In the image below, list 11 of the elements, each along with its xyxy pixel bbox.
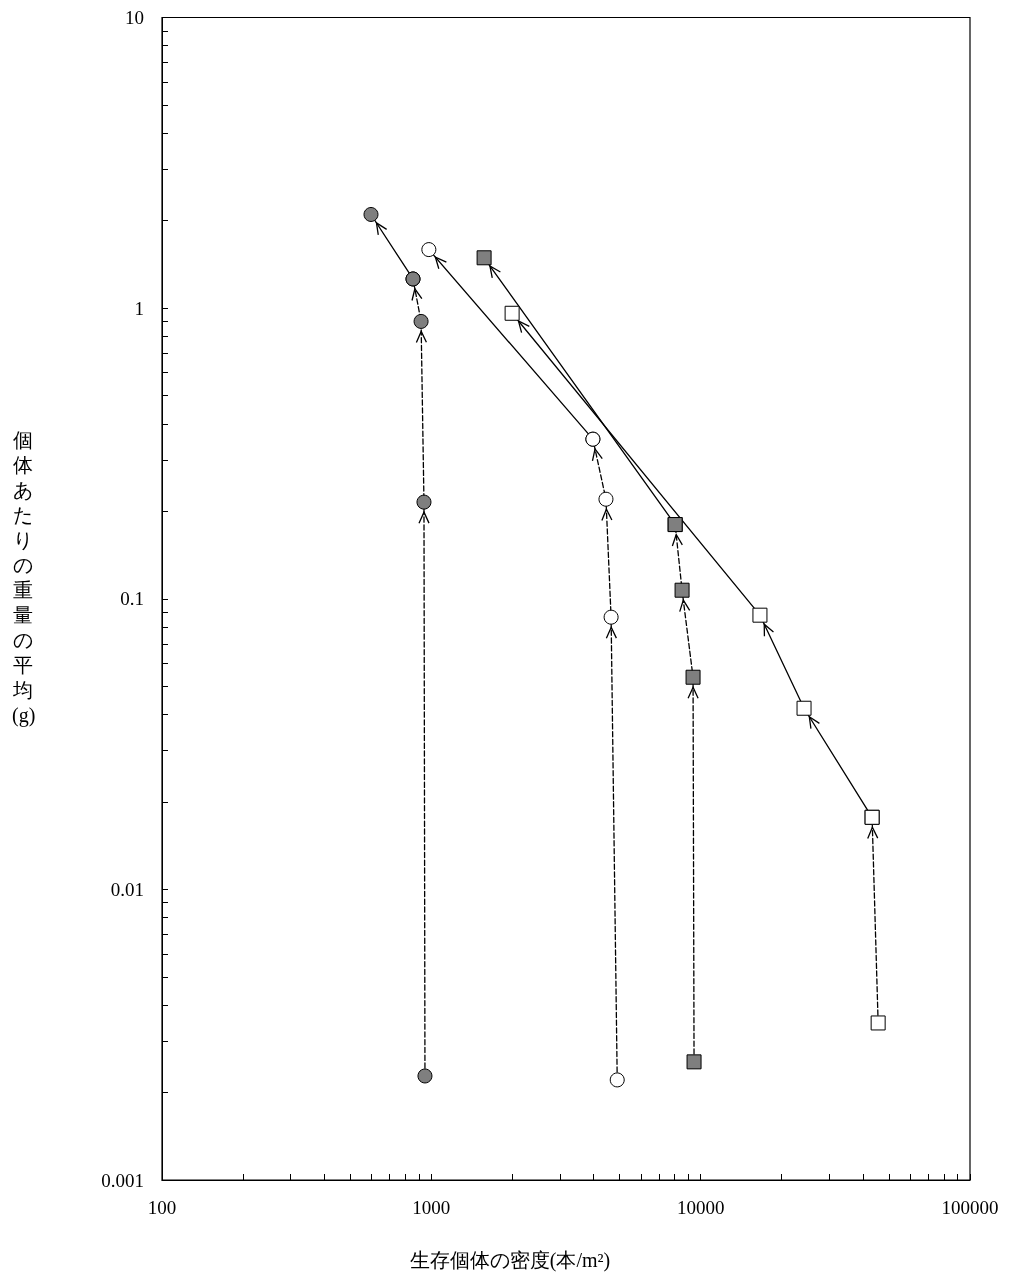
y-tick-label: 0.001 — [101, 1169, 144, 1191]
y-tick-label: 1 — [134, 297, 144, 319]
y-tick-label: 0.01 — [110, 878, 144, 900]
x-tick-label: 1000 — [412, 1197, 451, 1218]
x-tick-label: 100 — [147, 1197, 177, 1218]
x-tick-label: 100000 — [941, 1197, 999, 1218]
y-tick-label: 0.1 — [120, 588, 144, 610]
text: 個体あたりの重量の平均(g) — [12, 429, 36, 726]
x-tick-label: 10000 — [676, 1197, 725, 1218]
y-tick-label: 10 — [125, 7, 144, 28]
x-axis-title: 生存個体の密度(本/m²) — [409, 1249, 611, 1272]
